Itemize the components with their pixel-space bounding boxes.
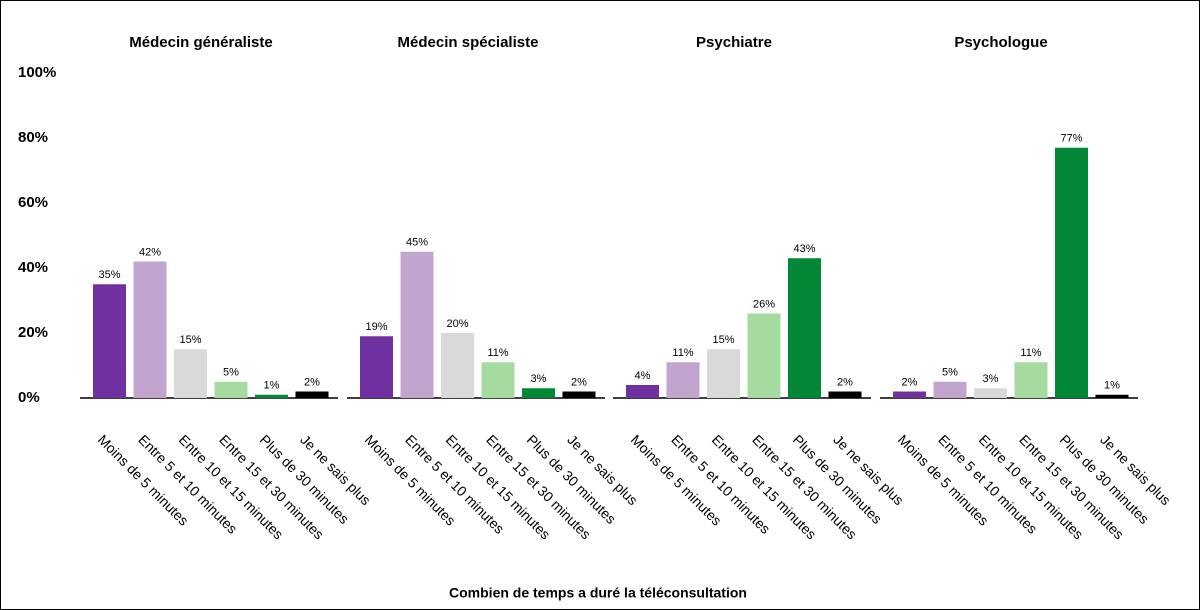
value-label: 1% (264, 380, 280, 392)
y-tick-label: 40% (18, 259, 48, 276)
value-label: 3% (531, 373, 547, 385)
bar (828, 391, 862, 398)
value-label: 4% (635, 370, 651, 382)
value-label: 43% (793, 243, 815, 255)
value-label: 42% (139, 246, 161, 258)
bar (133, 261, 167, 398)
value-label: 15% (179, 334, 201, 346)
value-label: 77% (1060, 133, 1082, 145)
bar (933, 381, 967, 398)
bar (666, 362, 700, 398)
value-label: 19% (365, 321, 387, 333)
value-label: 26% (753, 298, 775, 310)
bar (255, 394, 288, 398)
value-label: 11% (487, 347, 508, 359)
y-tick-label: 100% (18, 64, 56, 81)
bar (1014, 362, 1048, 398)
bar (295, 391, 329, 398)
bar (707, 349, 740, 398)
value-label: 45% (406, 237, 428, 249)
bar (626, 385, 659, 398)
value-label: 2% (902, 376, 918, 388)
panel-title: Médecin spécialiste (398, 34, 539, 51)
bar (893, 391, 926, 398)
bar (788, 258, 821, 398)
x-axis-label: Combien de temps a duré la téléconsultat… (449, 585, 747, 601)
bar (360, 336, 393, 398)
value-label: 20% (446, 318, 468, 330)
bar (522, 388, 555, 398)
panel-title: Médecin généraliste (129, 34, 272, 51)
y-tick-label: 60% (18, 194, 48, 211)
value-label: 2% (837, 376, 853, 388)
bar (747, 313, 781, 398)
panel-title: Psychologue (954, 34, 1047, 51)
bar (400, 251, 434, 398)
bar (214, 381, 248, 398)
value-label: 11% (672, 347, 693, 359)
value-label: 35% (98, 269, 120, 281)
bar (974, 388, 1007, 398)
y-tick-label: 20% (18, 324, 48, 341)
value-label: 11% (1020, 347, 1041, 359)
value-label: 2% (571, 376, 587, 388)
value-label: 1% (1104, 380, 1120, 392)
bar (1055, 147, 1088, 398)
value-label: 2% (304, 376, 320, 388)
value-label: 15% (712, 334, 734, 346)
bar (93, 284, 126, 398)
bar (481, 362, 515, 398)
bar (562, 391, 596, 398)
bar (1095, 394, 1129, 398)
y-tick-label: 0% (18, 389, 40, 406)
value-label: 5% (223, 367, 239, 379)
bar (174, 349, 207, 398)
bar (441, 333, 474, 398)
panel-title: Psychiatre (696, 34, 772, 51)
value-label: 5% (942, 367, 958, 379)
value-label: 3% (983, 373, 999, 385)
y-tick-label: 80% (18, 129, 48, 146)
